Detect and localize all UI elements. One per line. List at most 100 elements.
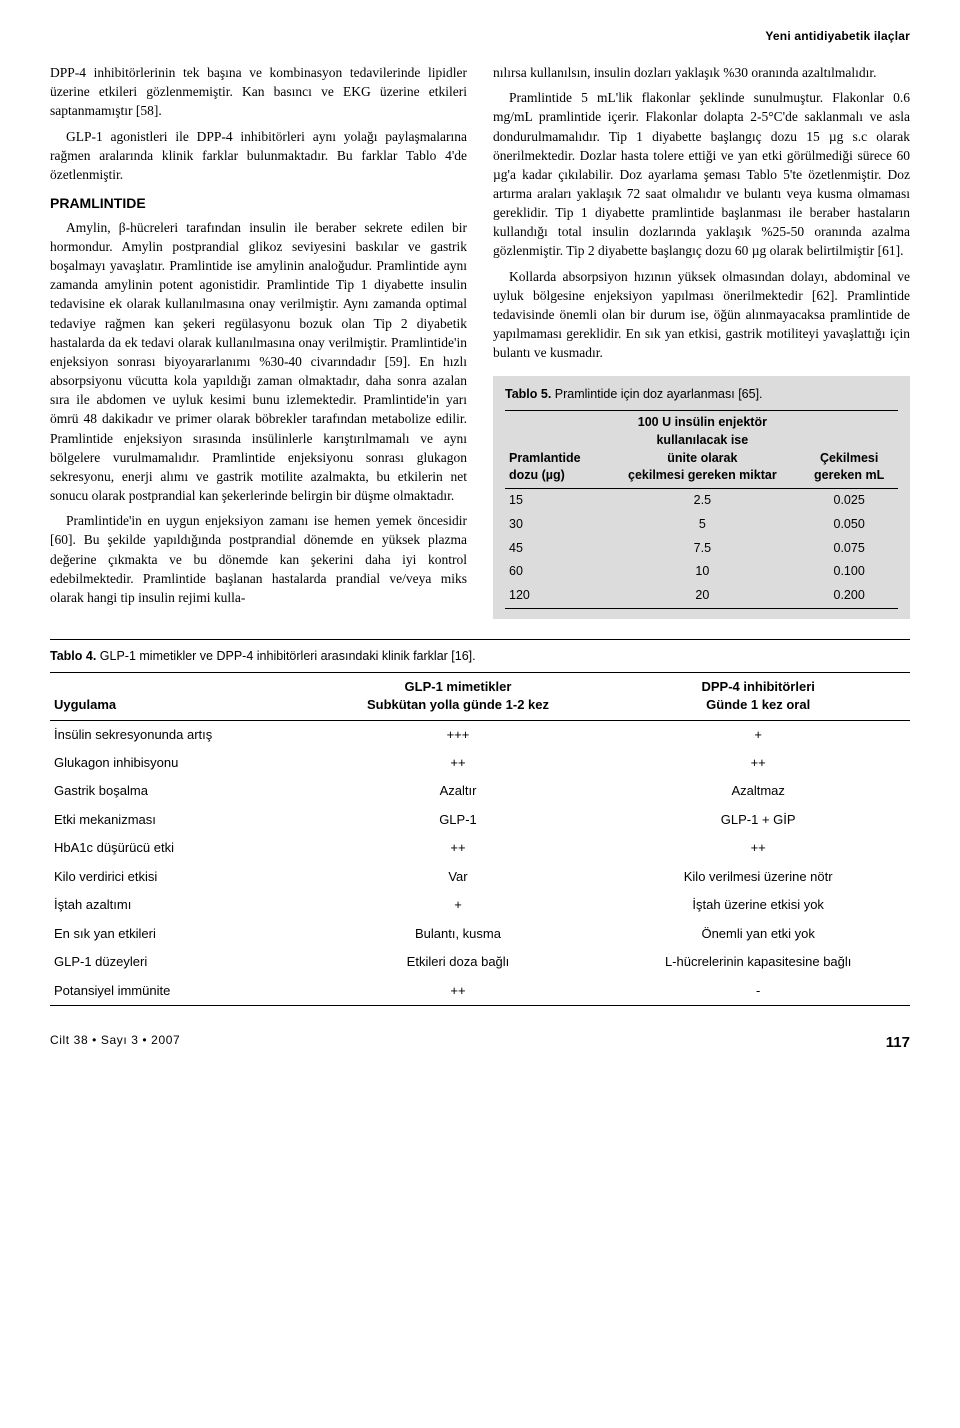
cell: ++ (310, 749, 607, 777)
cell: Kilo verdirici etkisi (50, 863, 310, 891)
table-row: 120200.200 (505, 584, 898, 608)
t5-h2c: ünite olarak (608, 450, 796, 468)
table-row: GLP-1 düzeyleriEtkileri doza bağlıL-hücr… (50, 948, 910, 976)
t4-h3b: Günde 1 kez oral (610, 696, 906, 714)
table4-title-bold: Tablo 4. (50, 649, 96, 663)
t5-h2: 100 U insülin enjektör kullanılacak ise … (604, 411, 800, 489)
t4-body: İnsülin sekresyonunda artış++++Glukagon … (50, 720, 910, 1006)
t4-h2b: Subkütan yolla günde 1-2 kez (314, 696, 603, 714)
cell: 10 (604, 560, 800, 584)
cell: 0.200 (800, 584, 898, 608)
cell: Gastrik boşalma (50, 777, 310, 805)
cell: Kilo verilmesi üzerine nötr (606, 863, 910, 891)
table-row: Kilo verdirici etkisiVarKilo verilmesi ü… (50, 863, 910, 891)
cell: GLP-1 + GİP (606, 806, 910, 834)
right-column: nılırsa kullanılsın, insulin dozları yak… (493, 63, 910, 619)
t5-h1a: Pramlantide (509, 450, 600, 468)
cell: +++ (310, 720, 607, 749)
table5: Pramlantide dozu (µg) 100 U insülin enje… (505, 410, 898, 609)
t5-h1: Pramlantide dozu (µg) (505, 411, 604, 489)
cell: 7.5 (604, 537, 800, 561)
cell: GLP-1 (310, 806, 607, 834)
t5-h1b: dozu (µg) (509, 467, 600, 485)
cell: 0.075 (800, 537, 898, 561)
cell: 120 (505, 584, 604, 608)
cell: 5 (604, 513, 800, 537)
t5-h2b: kullanılacak ise (608, 432, 796, 450)
cell: 30 (505, 513, 604, 537)
cell: Glukagon inhibisyonu (50, 749, 310, 777)
cell: 20 (604, 584, 800, 608)
cell: Etki mekanizması (50, 806, 310, 834)
t4-h3a: DPP-4 inhibitörleri (610, 678, 906, 696)
paragraph: Pramlintide'in en uygun enjeksiyon zaman… (50, 511, 467, 607)
paragraph: DPP-4 inhibitörlerinin tek başına ve kom… (50, 63, 467, 120)
table5-container: Tablo 5. Pramlintide için doz ayarlanmas… (493, 376, 910, 619)
cell: 60 (505, 560, 604, 584)
cell: - (606, 977, 910, 1006)
table4: Uygulama GLP-1 mimetikler Subkütan yolla… (50, 672, 910, 1006)
cell: Potansiyel immünite (50, 977, 310, 1006)
cell: 45 (505, 537, 604, 561)
cell: ++ (310, 834, 607, 862)
cell: Azaltmaz (606, 777, 910, 805)
t4-h2: GLP-1 mimetikler Subkütan yolla günde 1-… (310, 672, 607, 720)
cell: İştah üzerine etkisi yok (606, 891, 910, 919)
t4-h1: Uygulama (50, 672, 310, 720)
cell: Bulantı, kusma (310, 920, 607, 948)
table-row: 3050.050 (505, 513, 898, 537)
t4-h2a: GLP-1 mimetikler (314, 678, 603, 696)
table-row: HbA1c düşürücü etki++++ (50, 834, 910, 862)
cell: En sık yan etkileri (50, 920, 310, 948)
paragraph: Pramlintide 5 mL'lik flakonlar şeklinde … (493, 88, 910, 260)
t4-h3: DPP-4 inhibitörleri Günde 1 kez oral (606, 672, 910, 720)
running-head: Yeni antidiyabetik ilaçlar (50, 28, 910, 45)
cell: L-hücrelerinin kapasitesine bağlı (606, 948, 910, 976)
cell: ++ (606, 749, 910, 777)
cell: ++ (310, 977, 607, 1006)
page-footer: Cilt 38 • Sayı 3 • 2007 117 (50, 1032, 910, 1053)
cell: Önemli yan etki yok (606, 920, 910, 948)
table-row: Gastrik boşalmaAzaltırAzaltmaz (50, 777, 910, 805)
cell: HbA1c düşürücü etki (50, 834, 310, 862)
table-row: 60100.100 (505, 560, 898, 584)
cell: 0.050 (800, 513, 898, 537)
t5-h2d: çekilmesi gereken miktar (608, 467, 796, 485)
two-column-body: DPP-4 inhibitörlerinin tek başına ve kom… (50, 63, 910, 619)
t5-h3a: Çekilmesi (804, 450, 894, 468)
page-number: 117 (886, 1032, 910, 1053)
table-row: İştah azaltımı+İştah üzerine etkisi yok (50, 891, 910, 919)
cell: Azaltır (310, 777, 607, 805)
table4-title-rest: GLP-1 mimetikler ve DPP-4 inhibitörleri … (96, 649, 475, 663)
table-row: 152.50.025 (505, 489, 898, 513)
t5-h3: Çekilmesi gereken mL (800, 411, 898, 489)
cell: İştah azaltımı (50, 891, 310, 919)
cell: 0.025 (800, 489, 898, 513)
t5-body: 152.50.0253050.050457.50.07560100.100120… (505, 489, 898, 609)
cell: 0.100 (800, 560, 898, 584)
paragraph: nılırsa kullanılsın, insulin dozları yak… (493, 63, 910, 82)
left-column: DPP-4 inhibitörlerinin tek başına ve kom… (50, 63, 467, 619)
cell: ++ (606, 834, 910, 862)
table-row: Glukagon inhibisyonu++++ (50, 749, 910, 777)
cell: 15 (505, 489, 604, 513)
cell: Var (310, 863, 607, 891)
t4-h1a: Uygulama (54, 696, 306, 714)
table-row: Potansiyel immünite++- (50, 977, 910, 1006)
table4-title: Tablo 4. GLP-1 mimetikler ve DPP-4 inhib… (50, 648, 910, 666)
cell: İnsülin sekresyonunda artış (50, 720, 310, 749)
paragraph: GLP-1 agonistleri ile DPP-4 inhibitörler… (50, 127, 467, 184)
cell: + (606, 720, 910, 749)
table5-title-rest: Pramlintide için doz ayarlanması [65]. (551, 387, 762, 401)
paragraph: Amylin, β-hücreleri tarafından insulin i… (50, 218, 467, 505)
table-row: Etki mekanizmasıGLP-1GLP-1 + GİP (50, 806, 910, 834)
table5-title-bold: Tablo 5. (505, 387, 551, 401)
table-row: 457.50.075 (505, 537, 898, 561)
cell: GLP-1 düzeyleri (50, 948, 310, 976)
table5-title: Tablo 5. Pramlintide için doz ayarlanmas… (505, 386, 898, 404)
paragraph: Kollarda absorpsiyon hızının yüksek olma… (493, 267, 910, 363)
section-heading: PRAMLINTIDE (50, 194, 467, 214)
table-row: En sık yan etkileriBulantı, kusmaÖnemli … (50, 920, 910, 948)
table-row: İnsülin sekresyonunda artış++++ (50, 720, 910, 749)
cell: 2.5 (604, 489, 800, 513)
